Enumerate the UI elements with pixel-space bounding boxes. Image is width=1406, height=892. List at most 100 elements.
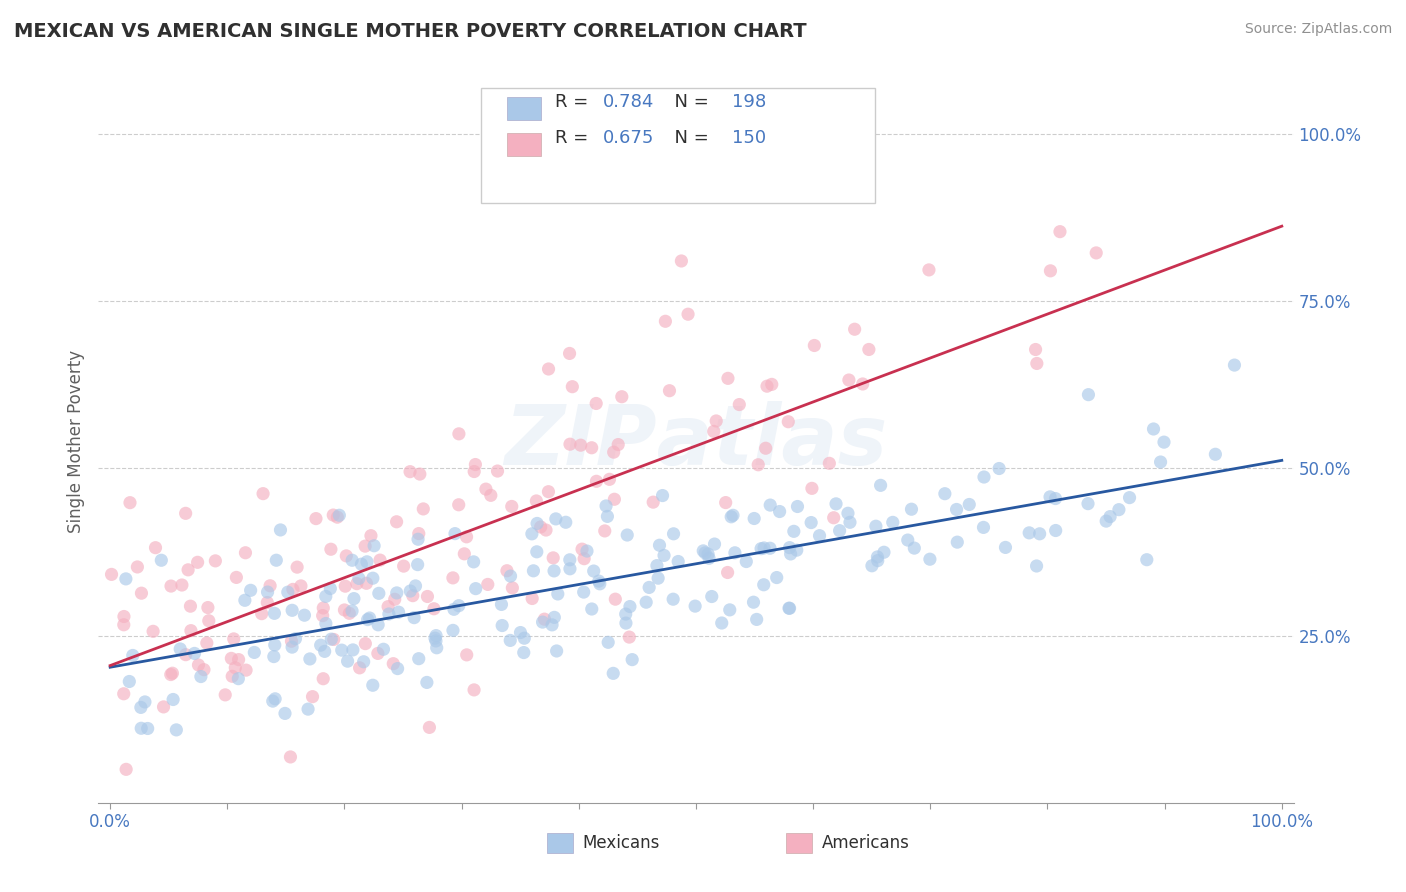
Point <box>221 669 243 683</box>
Point <box>558 346 581 360</box>
Point <box>361 678 384 692</box>
Point <box>621 652 644 666</box>
Point <box>356 576 378 591</box>
Point <box>453 547 475 561</box>
Text: 0.784: 0.784 <box>603 93 654 111</box>
Point <box>742 511 765 525</box>
Point <box>322 508 344 522</box>
Point <box>783 524 806 539</box>
Point <box>648 538 671 552</box>
Point <box>759 541 782 556</box>
Point <box>170 578 193 592</box>
Point <box>187 555 209 569</box>
Point <box>1045 491 1067 506</box>
Point <box>235 663 257 677</box>
Point <box>479 488 502 502</box>
Point <box>115 572 138 586</box>
Point <box>309 638 332 652</box>
Point <box>385 515 408 529</box>
Point <box>768 504 790 518</box>
Point <box>441 571 464 585</box>
Point <box>533 612 555 626</box>
Point <box>224 661 246 675</box>
Point <box>486 464 509 478</box>
Point <box>399 584 422 599</box>
Point <box>131 586 153 600</box>
Point <box>463 465 485 479</box>
Point <box>1025 343 1047 357</box>
Point <box>786 500 808 514</box>
Point <box>121 648 143 663</box>
Point <box>645 558 668 573</box>
Point <box>593 524 616 538</box>
Point <box>561 380 583 394</box>
Point <box>761 377 783 392</box>
Point <box>342 643 364 657</box>
Point <box>994 541 1017 555</box>
Point <box>409 467 432 481</box>
Point <box>1049 225 1071 239</box>
Point <box>558 553 581 567</box>
Point <box>264 691 287 706</box>
Point <box>1039 264 1062 278</box>
Point <box>347 571 370 585</box>
Point <box>749 541 772 556</box>
Point <box>554 516 576 530</box>
Point <box>183 647 205 661</box>
Point <box>228 672 250 686</box>
Point <box>543 564 565 578</box>
Point <box>373 642 395 657</box>
Point <box>714 495 737 509</box>
Point <box>337 607 360 621</box>
Point <box>335 579 357 593</box>
Point <box>569 438 592 452</box>
Point <box>187 658 209 673</box>
Point <box>558 437 581 451</box>
Point <box>605 592 627 607</box>
Point <box>150 553 173 567</box>
Point <box>1025 356 1047 370</box>
Point <box>643 495 665 509</box>
Point <box>368 553 391 567</box>
Point <box>319 582 342 596</box>
Point <box>946 535 969 549</box>
Point <box>127 560 149 574</box>
Point <box>277 585 299 599</box>
Point <box>280 634 302 648</box>
Point <box>385 586 408 600</box>
Point <box>464 582 486 596</box>
Point <box>1077 497 1099 511</box>
Point <box>405 579 427 593</box>
Point <box>491 618 513 632</box>
Point <box>918 263 941 277</box>
Point <box>735 555 758 569</box>
Point <box>477 577 499 591</box>
Point <box>1018 525 1040 540</box>
Point <box>314 644 336 658</box>
Point <box>263 638 285 652</box>
Point <box>614 616 637 631</box>
Point <box>1028 526 1050 541</box>
Point <box>281 582 304 597</box>
Point <box>866 549 889 564</box>
Point <box>112 609 135 624</box>
Point <box>752 541 775 555</box>
Point <box>177 563 200 577</box>
Point <box>499 633 522 648</box>
Point <box>456 648 478 662</box>
Point <box>233 593 256 607</box>
Point <box>581 441 603 455</box>
Point <box>973 470 995 484</box>
Point <box>654 314 676 328</box>
Point <box>636 595 658 609</box>
Text: R =: R = <box>555 93 593 111</box>
Point <box>496 564 519 578</box>
Point <box>425 634 447 648</box>
Point <box>897 533 920 547</box>
Point <box>778 601 800 615</box>
Point <box>402 589 425 603</box>
Point <box>720 509 742 524</box>
Point <box>214 688 236 702</box>
Point <box>945 502 967 516</box>
Point <box>1223 358 1246 372</box>
